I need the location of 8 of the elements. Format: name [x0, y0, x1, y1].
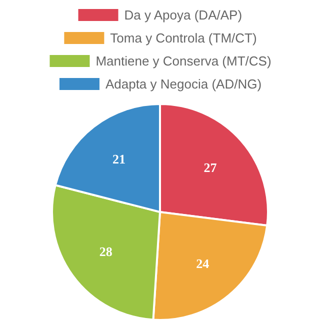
- data-label: 24: [196, 256, 210, 272]
- data-label: 21: [112, 152, 126, 167]
- legend-label: Mantiene y Conserva (MT/CS): [96, 54, 272, 68]
- data-label: 27: [204, 160, 218, 176]
- legend-label: Toma y Controla (TM/CT): [110, 30, 257, 46]
- legend-label: Adapta y Negocia (AD/NG): [105, 76, 262, 92]
- data-label: 28: [99, 244, 113, 259]
- legend-label: Da y Apoya (DA/AP): [124, 8, 242, 22]
